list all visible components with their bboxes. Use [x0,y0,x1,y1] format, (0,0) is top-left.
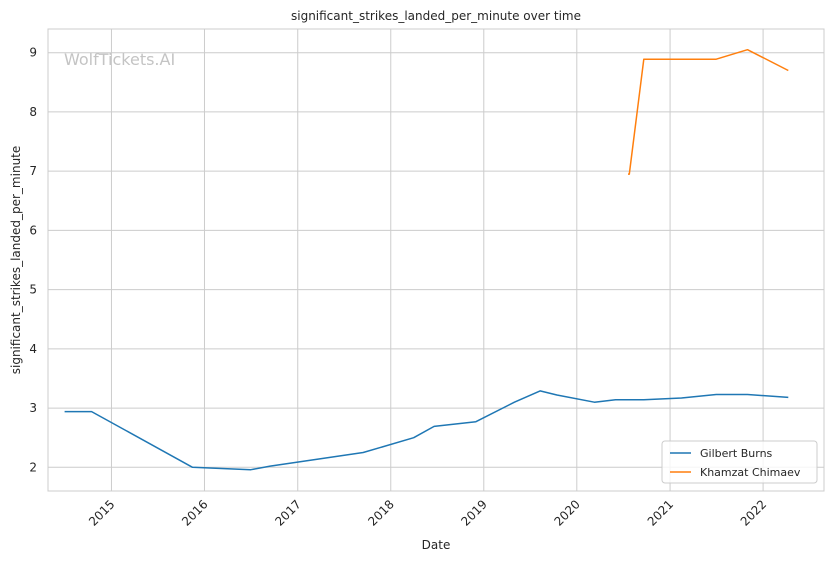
y-tick-label: 2 [29,460,37,474]
x-tick-label: 2018 [365,497,396,528]
x-tick-label: 2017 [272,497,303,528]
plot-frame [47,28,825,492]
y-gridlines [48,52,824,468]
x-tick-label: 2015 [86,497,117,528]
x-gridlines [110,29,764,491]
y-tick-label: 9 [29,46,37,60]
series-line-gilbert-burns [64,390,789,471]
y-tick-label: 7 [29,164,37,178]
legend-label-gilbert-burns: Gilbert Burns [700,447,773,460]
y-tick-label: 6 [29,223,37,237]
legend: Gilbert Burns Khamzat Chimaev [661,440,818,484]
y-tick-labels: 2 3 4 5 6 7 8 9 [29,46,37,475]
x-tick-label: 2019 [458,497,489,528]
y-tick-label: 5 [29,283,37,297]
legend-label-khamzat-chimaev: Khamzat Chimaev [700,466,801,479]
x-tick-label: 2022 [738,497,769,528]
x-axis-title: Date [422,538,451,552]
watermark: WolfTickets.AI [64,50,175,69]
x-tick-label: 2021 [645,497,676,528]
legend-box [661,440,818,484]
series-lines [64,48,789,471]
series-line-khamzat-chimaev [628,48,789,175]
y-axis-title: significant_strikes_landed_per_minute [9,146,23,375]
x-tick-labels: 2015 2016 2017 2018 2019 2020 2021 2022 [86,497,769,528]
x-tick-label: 2020 [551,497,582,528]
x-tick-label: 2016 [179,497,210,528]
y-tick-label: 4 [29,342,37,356]
y-tick-label: 8 [29,105,37,119]
chart-title: significant_strikes_landed_per_minute ov… [291,9,581,23]
y-tick-label: 3 [29,401,37,415]
plot-area [48,29,824,491]
